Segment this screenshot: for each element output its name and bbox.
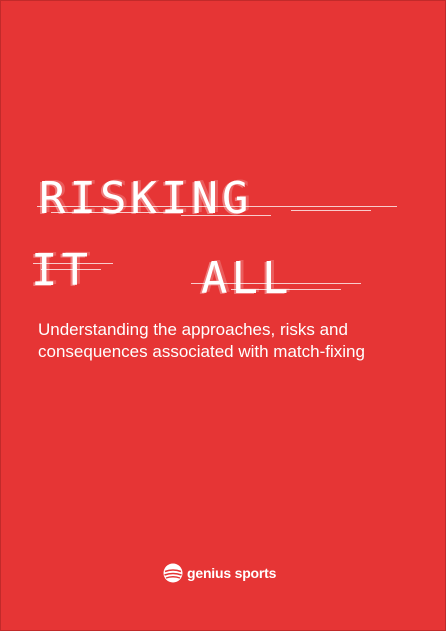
genius-sports-logo-icon xyxy=(163,563,183,583)
genius-sports-logo: genius sports xyxy=(163,563,276,583)
subtitle: Understanding the approaches, risks and … xyxy=(38,320,365,361)
title-word-risking: RISKING xyxy=(39,173,253,224)
title-word-it: IT xyxy=(31,245,92,296)
logo-text: genius sports xyxy=(187,565,277,581)
title-word-all: ALL xyxy=(201,253,293,304)
